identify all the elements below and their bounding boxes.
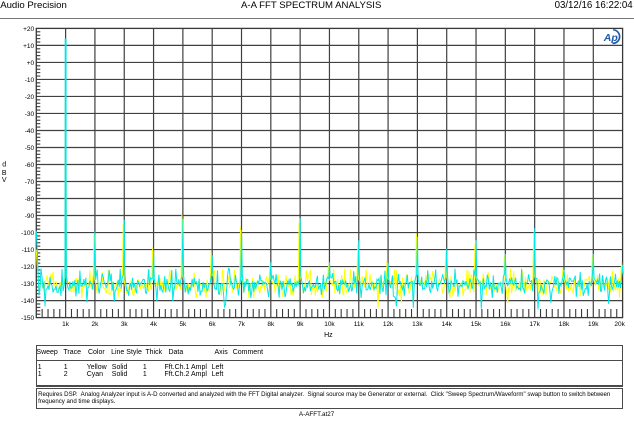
svg-text:5k: 5k (179, 321, 187, 328)
svg-text:-90: -90 (25, 213, 35, 220)
svg-text:14k: 14k (441, 321, 452, 328)
svg-text:13k: 13k (412, 321, 423, 328)
svg-text:-100: -100 (21, 230, 34, 237)
svg-text:4k: 4k (150, 321, 158, 328)
svg-text:2k: 2k (91, 321, 99, 328)
svg-text:-50: -50 (25, 145, 35, 152)
svg-text:7k: 7k (238, 321, 246, 328)
svg-text:-140: -140 (21, 298, 34, 305)
svg-text:15k: 15k (471, 321, 482, 328)
svg-text:19k: 19k (588, 321, 599, 328)
svg-text:-10: -10 (25, 77, 35, 84)
svg-text:3k: 3k (121, 321, 129, 328)
svg-text:Ap: Ap (603, 32, 619, 44)
svg-text:12k: 12k (383, 321, 394, 328)
svg-text:10k: 10k (324, 321, 335, 328)
svg-text:20k: 20k (614, 321, 625, 328)
svg-text:-70: -70 (25, 179, 35, 186)
svg-text:Hz: Hz (324, 332, 333, 339)
svg-text:+0: +0 (27, 60, 35, 67)
svg-text:V: V (2, 177, 7, 184)
svg-text:-80: -80 (25, 196, 35, 203)
svg-text:+20: +20 (23, 26, 34, 33)
svg-text:9k: 9k (297, 321, 305, 328)
svg-text:-40: -40 (25, 128, 35, 135)
svg-text:6k: 6k (209, 321, 217, 328)
svg-text:18k: 18k (559, 321, 570, 328)
svg-text:17k: 17k (529, 321, 540, 328)
svg-text:+10: +10 (23, 43, 34, 50)
svg-text:11k: 11k (354, 321, 365, 328)
svg-text:-110: -110 (22, 247, 35, 254)
svg-text:B: B (2, 170, 7, 177)
svg-text:d: d (2, 162, 6, 169)
svg-text:-20: -20 (25, 94, 35, 101)
svg-text:-30: -30 (25, 111, 35, 118)
svg-text:-60: -60 (25, 162, 35, 169)
svg-text:1k: 1k (62, 321, 70, 328)
svg-text:-130: -130 (21, 281, 34, 288)
svg-text:-120: -120 (21, 264, 34, 271)
svg-text:8k: 8k (267, 321, 275, 328)
svg-text:16k: 16k (500, 321, 511, 328)
svg-text:-150: -150 (21, 315, 34, 322)
